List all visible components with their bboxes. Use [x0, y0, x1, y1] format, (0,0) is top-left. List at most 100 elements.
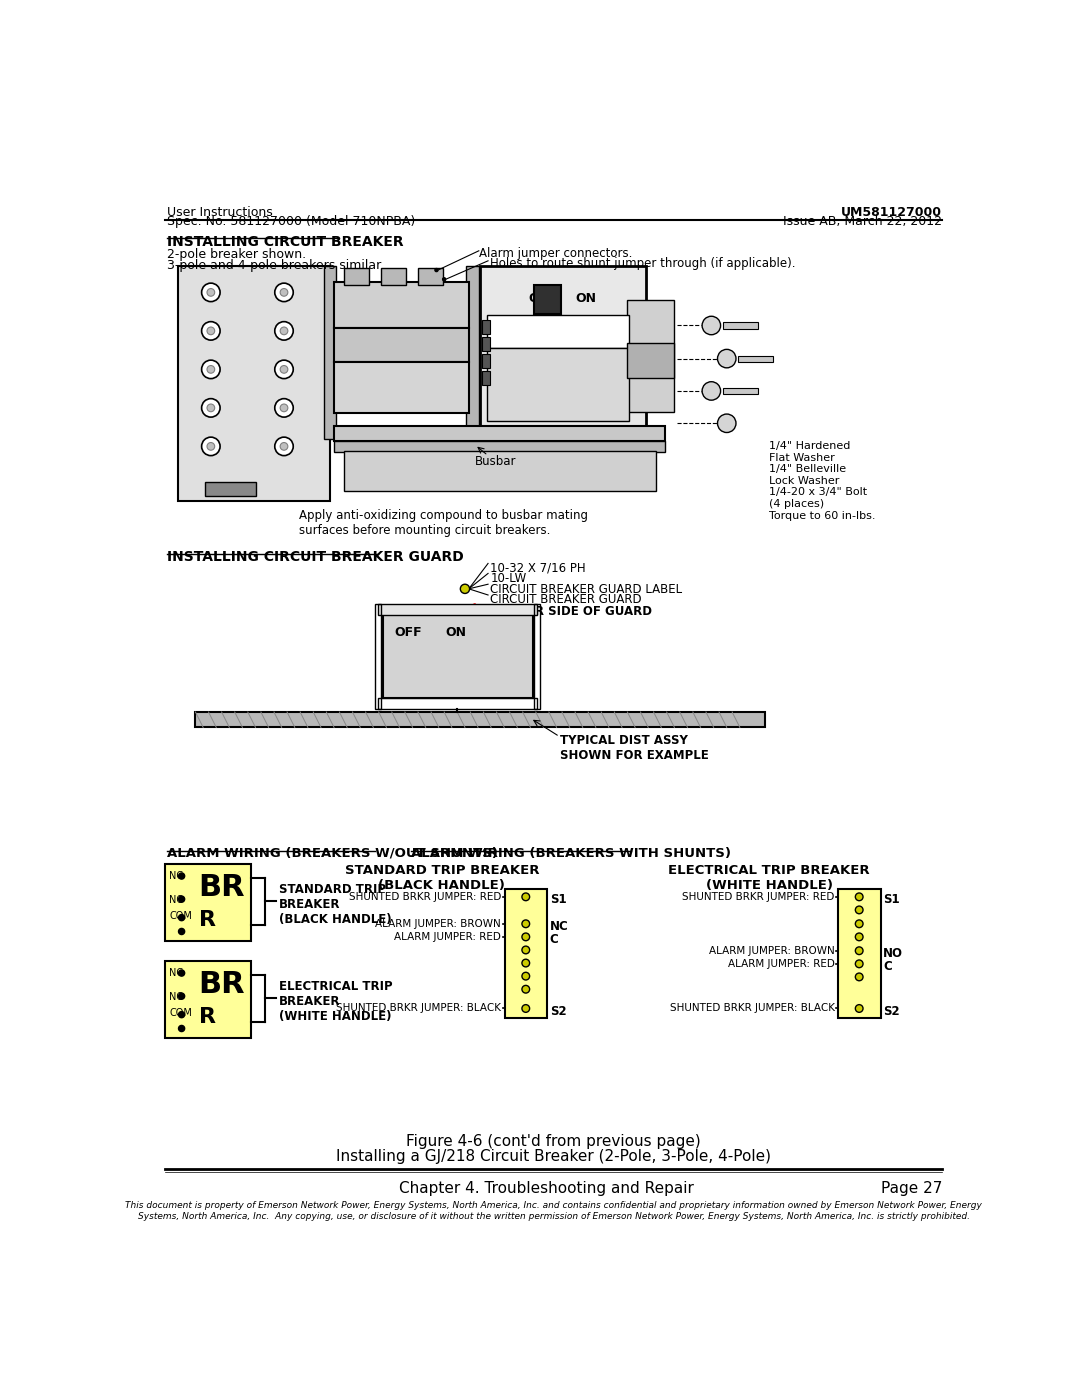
Bar: [164, 961, 251, 1038]
Circle shape: [855, 907, 863, 914]
Text: 10-32 X 7/16 PH: 10-32 X 7/16 PH: [490, 562, 586, 576]
Text: OFF: OFF: [529, 292, 556, 306]
Circle shape: [178, 1025, 185, 1031]
Bar: [324, 267, 336, 440]
Text: Apply anti-oxidizing compound to busbar mating
surfaces before mounting circuit : Apply anti-oxidizing compound to busbar …: [299, 509, 589, 536]
Circle shape: [178, 915, 185, 921]
Text: Chapter 4. Troubleshooting and Repair: Chapter 4. Troubleshooting and Repair: [400, 1180, 694, 1196]
Circle shape: [855, 974, 863, 981]
Circle shape: [207, 366, 215, 373]
Circle shape: [178, 970, 185, 977]
Circle shape: [702, 381, 720, 400]
Circle shape: [702, 316, 720, 335]
Text: 1/4" Hardened
Flat Washer
1/4" Belleville
Lock Washer
1/4-20 x 3/4" Bolt
(4 plac: 1/4" Hardened Flat Washer 1/4" Bellevill…: [769, 441, 876, 521]
Text: Systems, North America, Inc.  Any copying, use, or disclosure of it without the : Systems, North America, Inc. Any copying…: [137, 1211, 970, 1221]
Text: NC: NC: [550, 921, 568, 933]
Bar: [482, 337, 489, 351]
Bar: [418, 268, 443, 285]
Bar: [481, 267, 646, 462]
Text: STANDARD TRIP
BREAKER
(BLACK HANDLE): STANDARD TRIP BREAKER (BLACK HANDLE): [279, 883, 391, 926]
Text: R: R: [199, 909, 216, 930]
Circle shape: [274, 360, 294, 379]
Text: ALARM JUMPER: RED: ALARM JUMPER: RED: [728, 958, 835, 970]
Circle shape: [522, 985, 529, 993]
Circle shape: [717, 414, 735, 433]
Bar: [345, 268, 368, 285]
Circle shape: [274, 321, 294, 339]
Circle shape: [280, 289, 288, 296]
Bar: [723, 388, 757, 394]
Bar: [382, 612, 532, 698]
Text: ELECTRICAL TRIP
BREAKER
(WHITE HANDLE): ELECTRICAL TRIP BREAKER (WHITE HANDLE): [279, 979, 392, 1023]
Circle shape: [522, 946, 529, 954]
Bar: [486, 316, 629, 348]
Bar: [334, 426, 665, 441]
Text: C: C: [883, 960, 892, 972]
Circle shape: [522, 972, 529, 979]
Text: NC: NC: [170, 968, 184, 978]
Circle shape: [460, 584, 470, 594]
Text: SHUNTED BRKR JUMPER: BLACK: SHUNTED BRKR JUMPER: BLACK: [670, 1003, 835, 1013]
Bar: [505, 888, 548, 1018]
Circle shape: [274, 398, 294, 418]
Circle shape: [202, 284, 220, 302]
Text: 10-LW: 10-LW: [490, 571, 527, 585]
Text: ON: ON: [446, 626, 467, 638]
Text: TYPICAL DIST ASSY
SHOWN FOR EXAMPLE: TYPICAL DIST ASSY SHOWN FOR EXAMPLE: [559, 733, 708, 761]
Text: Issue AB, March 22, 2012: Issue AB, March 22, 2012: [783, 215, 943, 228]
Bar: [164, 863, 251, 940]
Text: C: C: [550, 933, 558, 946]
Circle shape: [855, 960, 863, 968]
Text: NO: NO: [170, 894, 185, 904]
Bar: [626, 344, 674, 377]
Circle shape: [178, 895, 185, 902]
Text: ALARM JUMPER: BROWN: ALARM JUMPER: BROWN: [376, 919, 501, 929]
Text: ON: ON: [575, 292, 596, 306]
Text: COM: COM: [170, 1009, 192, 1018]
Circle shape: [522, 921, 529, 928]
Bar: [486, 348, 629, 420]
Circle shape: [274, 437, 294, 455]
Bar: [381, 268, 406, 285]
Bar: [334, 362, 469, 412]
Bar: [334, 282, 469, 328]
Text: R: R: [199, 1007, 216, 1027]
Bar: [178, 267, 330, 502]
Text: SHUNTED BRKR JUMPER: RED: SHUNTED BRKR JUMPER: RED: [349, 891, 501, 902]
Circle shape: [207, 404, 215, 412]
Text: INSTALLING CIRCUIT BREAKER GUARD: INSTALLING CIRCUIT BREAKER GUARD: [167, 550, 463, 564]
Text: OFF: OFF: [394, 626, 421, 638]
Text: NC: NC: [170, 872, 184, 882]
Text: NO: NO: [170, 992, 185, 1002]
Text: CIRCUIT BREAKER GUARD LABEL: CIRCUIT BREAKER GUARD LABEL: [490, 583, 683, 595]
Text: S1: S1: [550, 893, 566, 907]
Bar: [535, 285, 562, 314]
Circle shape: [522, 1004, 529, 1013]
Bar: [378, 605, 538, 615]
Bar: [535, 605, 540, 708]
Circle shape: [207, 289, 215, 296]
Text: ALARM JUMPER: RED: ALARM JUMPER: RED: [394, 932, 501, 942]
Circle shape: [855, 921, 863, 928]
Text: BR: BR: [199, 970, 245, 999]
Circle shape: [280, 404, 288, 412]
Text: Figure 4-6 (cont'd from previous page): Figure 4-6 (cont'd from previous page): [406, 1134, 701, 1148]
Text: This document is property of Emerson Network Power, Energy Systems, North Americ: This document is property of Emerson Net…: [125, 1201, 982, 1210]
Text: STANDARD TRIP BREAKER
(BLACK HANDLE): STANDARD TRIP BREAKER (BLACK HANDLE): [345, 863, 539, 891]
Text: User Instructions: User Instructions: [167, 207, 273, 219]
Circle shape: [855, 893, 863, 901]
Text: BR: BR: [199, 873, 245, 902]
Text: Holes to route shunt jumper through (if applicable).: Holes to route shunt jumper through (if …: [490, 257, 796, 270]
Bar: [838, 888, 881, 1018]
Bar: [205, 482, 256, 496]
Bar: [378, 698, 538, 708]
Circle shape: [178, 929, 185, 935]
Text: COM: COM: [170, 911, 192, 922]
Circle shape: [178, 993, 185, 999]
Text: ALARM WIRING (BREAKERS W/OUT SHUNTS): ALARM WIRING (BREAKERS W/OUT SHUNTS): [167, 847, 498, 859]
Circle shape: [443, 278, 446, 281]
Circle shape: [855, 933, 863, 940]
Bar: [195, 712, 766, 728]
Text: Spec. No. 581127000 (Model 710NPBA): Spec. No. 581127000 (Model 710NPBA): [167, 215, 415, 228]
Circle shape: [202, 321, 220, 339]
